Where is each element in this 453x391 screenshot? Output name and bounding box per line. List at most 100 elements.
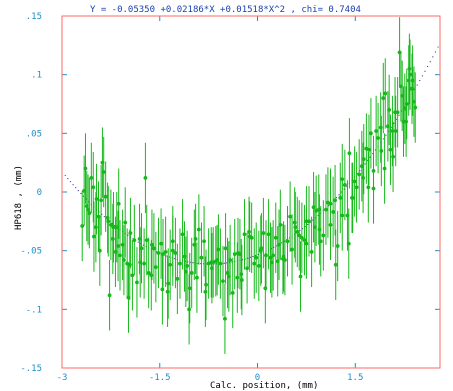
data-point [193,237,198,241]
data-point [187,286,192,291]
fit-dot [434,51,437,53]
plot-frame [61,15,441,369]
data-point [89,176,94,180]
data-point [183,269,188,274]
fit-dot [432,56,434,58]
data-point [321,233,326,238]
data-point [333,198,337,203]
fit-dot [80,192,82,195]
data-point [307,219,311,224]
data-point [100,160,105,165]
data-point [407,66,412,71]
data-point [263,286,268,291]
fit-dot [424,70,426,72]
data-point [381,96,386,101]
data-point [202,239,206,244]
fit-dot [419,79,421,82]
data-point [331,210,336,214]
data-point [110,237,115,241]
data-point [346,241,351,246]
fit-dot [335,197,337,199]
data-point [196,227,201,232]
data-point [230,291,235,295]
x-axis-label: Calc. position, (mm) [210,381,318,391]
data-point [335,244,340,248]
data-point [165,289,170,294]
fit-dot [338,194,340,196]
data-point [366,185,371,190]
data-point [150,242,154,247]
data-point [175,276,180,281]
data-point [261,231,266,235]
data-point [247,234,252,239]
fit-dot [103,216,105,218]
data-point [410,78,415,83]
y-tick-label: -.15 [20,364,42,374]
data-point [391,154,395,159]
data-point [302,238,307,243]
data-point [105,215,110,220]
fit-dot [64,174,66,177]
fit-dot [69,181,72,183]
data-point [299,235,304,240]
data-point [382,166,387,171]
x-tick-label: 1.5 [347,373,363,383]
fit-dot [364,163,366,165]
data-point [180,232,185,237]
data-point [304,219,309,224]
data-point [122,258,126,262]
data-point [142,261,147,266]
data-point [245,266,249,271]
data-point [371,168,376,173]
fit-dot [307,223,309,226]
data-point [86,207,90,212]
fit-dot [72,184,74,186]
data-point [340,213,345,218]
data-point [170,248,175,253]
y-tick-label: -.05 [20,247,42,257]
data-point [374,129,379,133]
fit-dot [223,262,225,264]
data-point [143,176,148,180]
data-point [166,281,171,286]
data-point [369,131,373,136]
data-point [242,232,247,237]
fit-dot [385,134,387,136]
data-point [128,231,133,235]
fit-dot [416,84,418,86]
data-point [153,265,158,269]
fit-dot [437,46,439,48]
data-point [333,262,338,267]
data-point [173,251,178,255]
data-point [252,261,257,266]
data-point [103,194,108,199]
data-point [340,177,345,181]
data-point [393,129,398,133]
data-point [209,266,214,271]
data-point [354,185,359,190]
data-point [108,222,113,227]
data-point [409,86,414,91]
fit-dot [166,255,168,257]
data-point [387,107,392,112]
data-point [151,246,156,251]
data-point [239,278,244,282]
data-point [256,264,261,268]
data-point [338,195,343,200]
data-point [266,232,271,237]
y-axis-label: HP618 , (mm) [14,165,24,230]
data-point [93,225,98,230]
fit-dot [281,242,283,244]
data-point [187,307,191,312]
data-point [118,253,122,258]
data-point [132,238,137,243]
data-point [215,258,220,262]
fit-dot [421,75,424,77]
data-point [316,207,321,212]
data-point [83,166,88,171]
data-point [178,261,182,266]
data-point [361,157,366,162]
fit-dot [382,138,384,140]
data-point [347,151,352,156]
data-point [404,119,409,124]
